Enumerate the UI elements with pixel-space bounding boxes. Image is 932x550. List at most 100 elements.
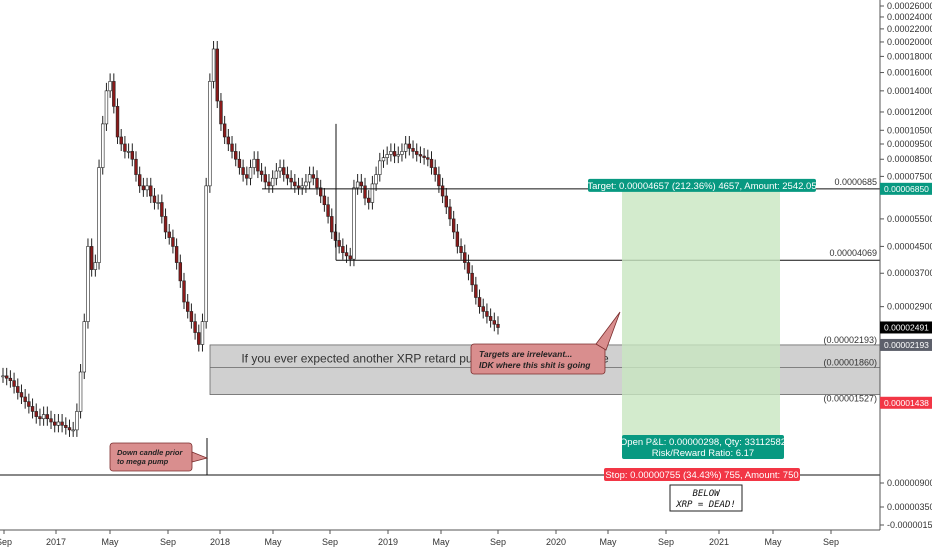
candle-body	[82, 321, 86, 373]
candle-body	[451, 218, 456, 233]
candle-body	[252, 158, 256, 168]
candle-body	[1, 375, 5, 378]
candle-body	[200, 321, 205, 345]
price-badge	[880, 321, 932, 334]
candle-body	[130, 151, 134, 160]
candle-body	[4, 375, 9, 379]
candle-body	[433, 167, 437, 175]
pnl-label-2: Risk/Reward Ratio: 6.17	[652, 448, 754, 459]
candle-body	[396, 154, 400, 157]
candle-body	[385, 154, 389, 158]
candle-body	[53, 421, 57, 426]
y-tick-label: 0.00018000	[887, 51, 932, 61]
candle-body	[182, 280, 186, 303]
candle-body	[222, 123, 227, 138]
candle-body	[230, 143, 234, 152]
candle-body	[256, 158, 260, 172]
candle-body	[171, 237, 175, 247]
note-text-1: BELOW	[692, 489, 721, 499]
candle-body	[126, 151, 131, 153]
candle-body	[389, 151, 393, 155]
candle-body	[108, 81, 112, 92]
callout-right-text-1: Targets are irrelevant...	[479, 349, 572, 359]
x-tick-label: May	[101, 537, 119, 547]
candle-body	[496, 323, 500, 328]
candle-body	[248, 167, 253, 179]
candle-body	[211, 48, 216, 82]
candle-body	[437, 174, 441, 187]
candle-body	[245, 174, 249, 179]
candle-body	[104, 90, 109, 125]
candle-body	[407, 143, 412, 149]
candle-body	[27, 401, 31, 407]
callout-left-pointer	[191, 451, 209, 463]
target-label-bg	[588, 178, 816, 192]
candle-body	[459, 246, 463, 253]
candle-body	[370, 183, 375, 203]
candle-body	[322, 195, 327, 206]
candle-body	[426, 157, 430, 160]
candle-body	[344, 252, 349, 257]
note-text-2: XRP = DEAD!	[675, 500, 736, 510]
candle-body	[237, 158, 242, 168]
candle-body	[378, 160, 382, 175]
pnl-label-1: Open P&L: 0.00000298, Qty: 33112582	[620, 437, 786, 448]
candle-body	[463, 252, 467, 263]
price-badge	[880, 396, 932, 409]
candle-body	[193, 321, 197, 333]
x-axis: Sep 2017 May Sep 2018 May Sep 2019 May Sep 2020 May…	[0, 529, 880, 547]
price-badge	[880, 338, 932, 351]
x-tick-label: May	[764, 537, 782, 547]
x-tick-label: May	[432, 537, 450, 547]
candle-body	[204, 185, 208, 322]
candle-body	[363, 185, 367, 199]
y-tick-label: 0.00016000	[887, 68, 932, 78]
x-tick-label: May	[264, 537, 282, 547]
candle-body	[466, 262, 471, 274]
x-tick-label: 2019	[378, 537, 398, 547]
candle-body	[448, 206, 452, 220]
candle-body	[400, 151, 404, 155]
candle-body	[282, 167, 286, 175]
candle-body	[215, 48, 219, 102]
candle-body	[337, 240, 341, 247]
candle-body	[56, 421, 61, 426]
candle-body	[89, 246, 94, 270]
x-tick-label: Sep	[0, 537, 12, 547]
candle-body	[38, 416, 42, 420]
y-tick-label: 0.00005500	[887, 214, 932, 224]
candle-body	[270, 177, 275, 187]
level-label: 0.00004069	[829, 248, 877, 258]
candle-body	[422, 155, 426, 158]
candle-body	[134, 158, 138, 175]
candle-body	[444, 195, 448, 208]
x-tick-label: 2018	[210, 537, 230, 547]
callout-right-pointer	[595, 311, 621, 351]
y-tick-label: 0.00000350	[887, 502, 932, 512]
candle-body	[470, 272, 474, 286]
y-tick-label: 0.00004500	[887, 241, 932, 251]
x-tick-label: Sep	[490, 537, 506, 547]
candle-body	[392, 151, 397, 157]
callout-right-box	[470, 343, 606, 375]
candle-body	[367, 197, 371, 203]
candle-body	[341, 246, 345, 253]
candle-body	[293, 181, 297, 187]
y-tick-label: 0.00002900	[887, 302, 932, 312]
candle-body	[97, 167, 101, 263]
level-label: (0.00002193)	[823, 335, 877, 345]
x-tick-label: Sep	[322, 537, 338, 547]
candle-body	[64, 425, 68, 428]
callout-left-text-1: Down candle prior	[117, 448, 184, 457]
target-zone	[622, 188, 780, 440]
candle-body	[355, 181, 360, 189]
candle-body	[296, 185, 301, 189]
candle-body	[485, 311, 489, 317]
price-badge-label: 0.00001438	[884, 398, 929, 408]
candle-body	[60, 421, 64, 426]
candle-body	[263, 174, 267, 183]
candle-body	[285, 174, 290, 179]
candle-body	[149, 185, 153, 197]
candle-body	[429, 158, 434, 168]
candle-body	[163, 216, 168, 233]
